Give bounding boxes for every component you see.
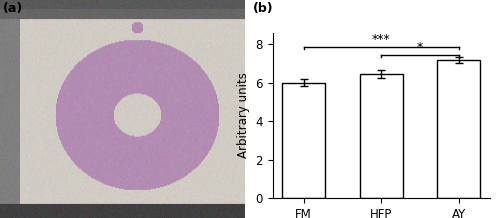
Bar: [360, 74, 403, 198]
Text: ***: ***: [372, 33, 390, 46]
Bar: [438, 60, 480, 198]
Text: *: *: [417, 41, 423, 54]
Bar: [282, 83, 325, 198]
Y-axis label: Arbitrary units: Arbitrary units: [236, 73, 250, 158]
Text: (b): (b): [252, 2, 273, 15]
Text: (a): (a): [2, 2, 22, 15]
